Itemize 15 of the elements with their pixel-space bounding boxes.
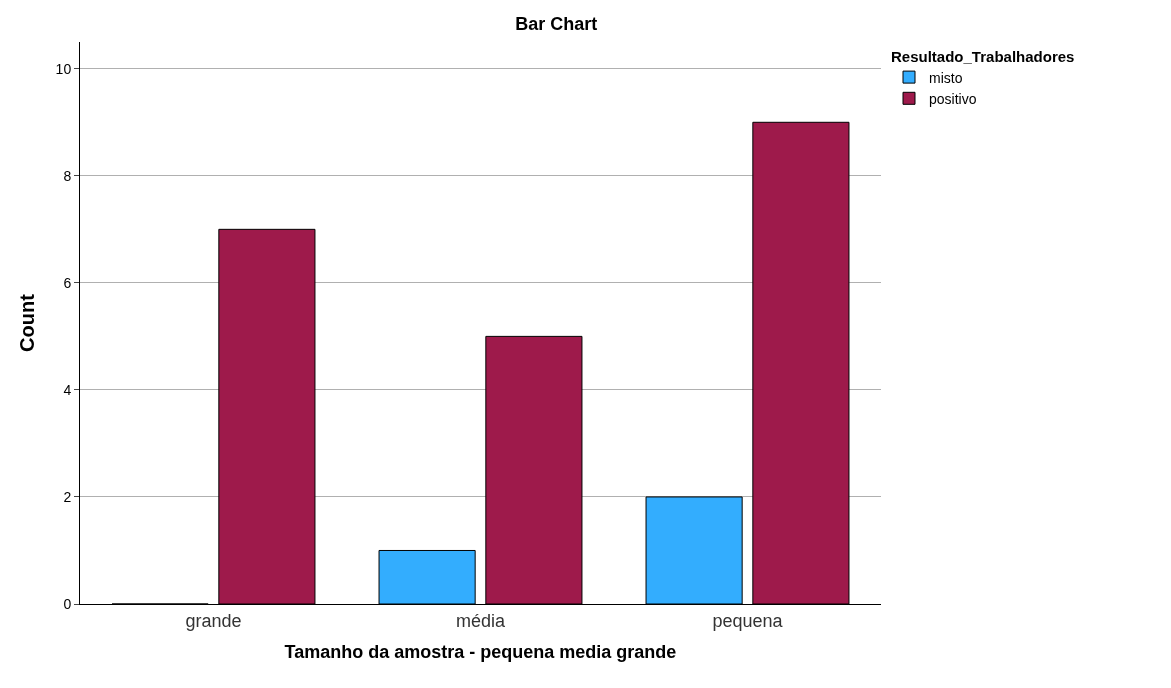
y-axis-title: Count — [16, 293, 39, 352]
legend-label: positivo — [929, 90, 977, 107]
legend-title: Resultado_Trabalhadores — [891, 47, 1075, 65]
y-tick-label: 4 — [63, 381, 72, 398]
y-tick-label: 10 — [55, 60, 72, 77]
chart-title: Bar Chart — [515, 13, 598, 34]
y-tick-label: 2 — [63, 488, 72, 505]
x-tick-label: média — [455, 610, 506, 631]
x-tick-label: grande — [185, 610, 242, 631]
y-tick-label: 0 — [63, 595, 72, 612]
legend-label: misto — [929, 69, 963, 86]
x-axis-title: Tamanho da amostra - pequena media grande — [284, 641, 677, 662]
y-tick-label: 8 — [63, 167, 72, 184]
x-tick-label: pequena — [712, 610, 784, 631]
y-tick-label: 6 — [63, 274, 72, 291]
